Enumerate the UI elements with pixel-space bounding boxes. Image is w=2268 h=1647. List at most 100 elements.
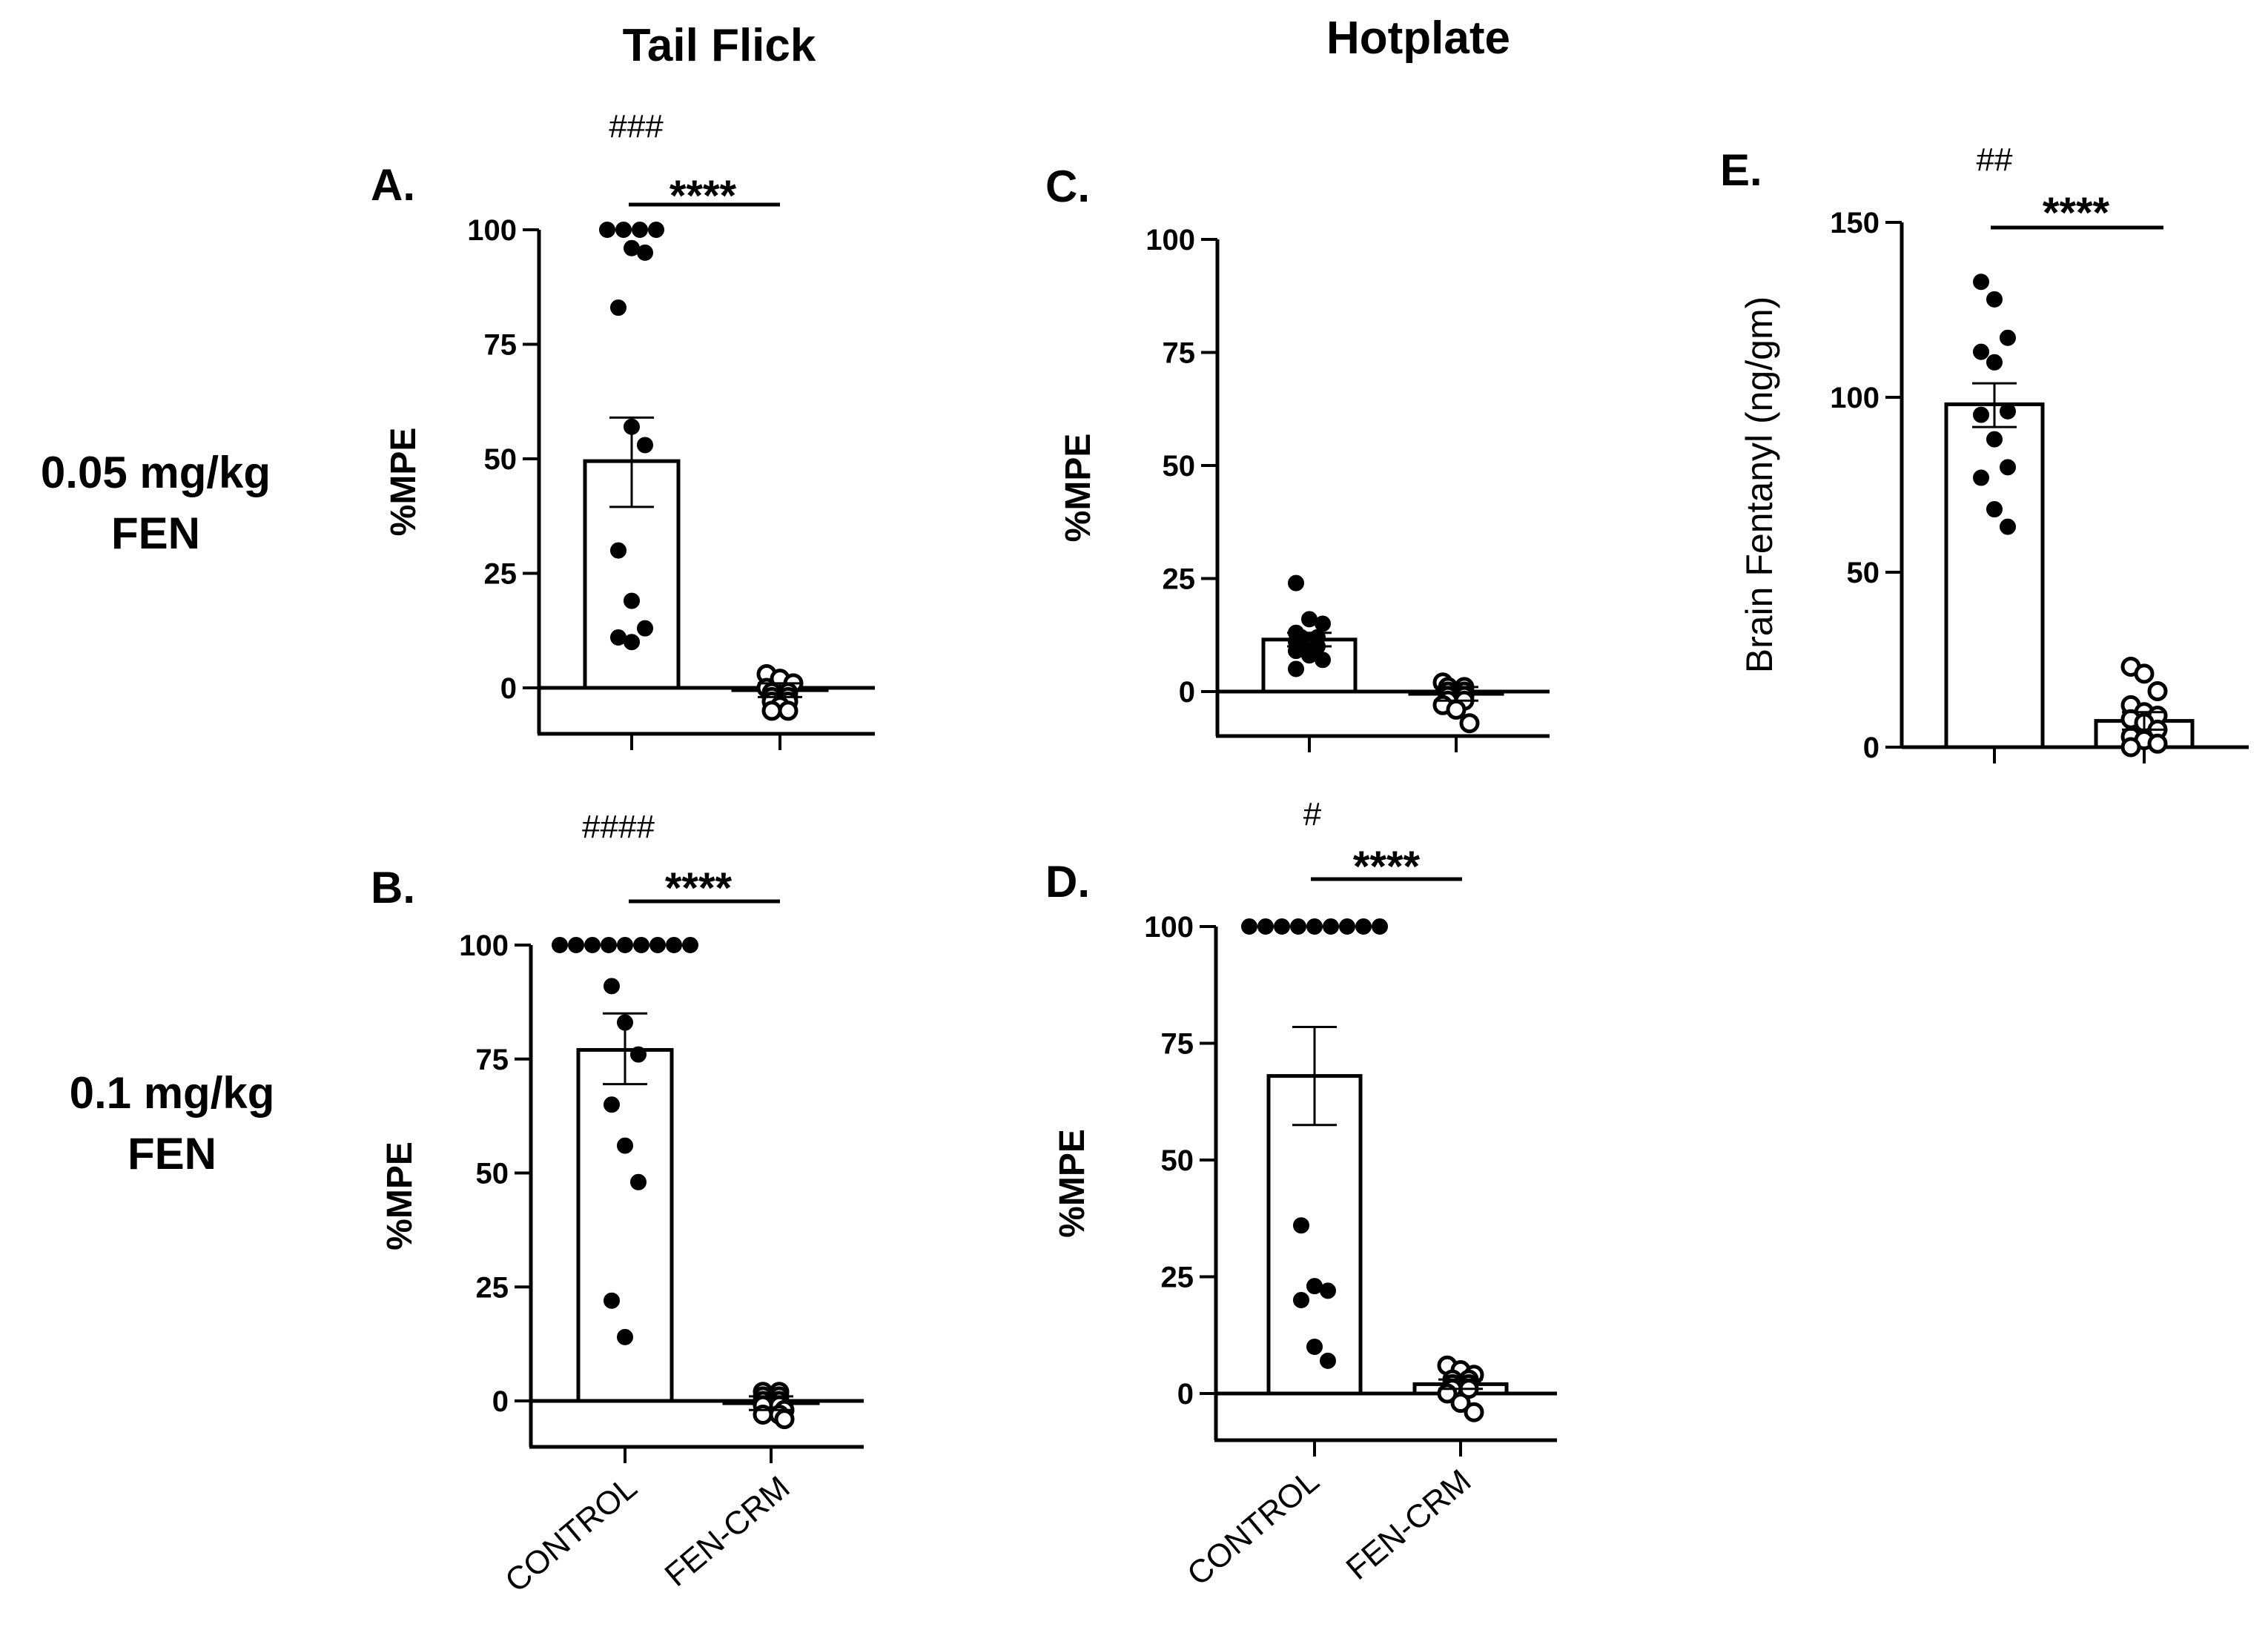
data-point-b-control (617, 1328, 633, 1345)
data-point-d-control (1320, 1352, 1336, 1369)
column-heading-tail-flick: Tail Flick (623, 20, 816, 71)
data-point-b-control (666, 937, 682, 953)
data-point-e-fen-crm (2147, 733, 2168, 754)
panel-letter-c: C. (1045, 162, 1090, 211)
y-tick-label-d-0: 0 (1177, 1378, 1194, 1411)
data-point-d-control (1241, 918, 1257, 935)
y-tick-label-e-0: 0 (1863, 732, 1879, 764)
panel-letter-e: E. (1720, 145, 1762, 195)
data-point-d-control (1323, 918, 1339, 935)
data-point-b-control (630, 1046, 647, 1063)
data-point-b-control (604, 978, 620, 995)
data-point-b-control (604, 1096, 620, 1113)
data-point-e-fen-crm (2134, 663, 2155, 684)
significance-hash-a: ### (609, 108, 664, 145)
panel-e: E. 0 50 100 150 Brain Fentanyl (ng/gm) **** ## (1720, 142, 2249, 764)
data-point-c-control (1301, 611, 1318, 628)
y-tick-label-c-50: 50 (1163, 450, 1196, 483)
data-point-b-control (584, 937, 601, 953)
data-point-c-control (1288, 660, 1304, 677)
data-point-e-control (2000, 329, 2016, 346)
y-tick-label-a-50: 50 (484, 443, 518, 476)
data-point-b-fen-crm (753, 1404, 773, 1425)
data-point-b-control (617, 937, 633, 953)
y-tick-label-a-100: 100 (467, 214, 517, 247)
y-tick-label-a-0: 0 (500, 672, 517, 705)
y-axis-label-c: %MPE (1059, 434, 1098, 543)
y-tick-label-d-50: 50 (1161, 1144, 1194, 1177)
data-point-e-control (1973, 469, 1989, 486)
data-point-e-control (2000, 402, 2016, 420)
data-point-c-control (1288, 574, 1304, 591)
x-category-control-right: CONTROL (1180, 1462, 1326, 1593)
column-heading-hotplate: Hotplate (1326, 13, 1510, 64)
data-point-a-control (624, 634, 640, 651)
y-tick-label-e-50: 50 (1847, 557, 1880, 589)
significance-stars-d: **** (1353, 843, 1421, 891)
data-point-b-control (649, 937, 666, 953)
y-axis-label-d: %MPE (1053, 1129, 1092, 1238)
y-axis-label-a: %MPE (384, 428, 423, 537)
y-tick-label-e-100: 100 (1830, 382, 1879, 414)
data-point-a-control (624, 592, 640, 609)
data-point-a-control (632, 222, 648, 238)
data-point-b-control (552, 937, 568, 953)
y-tick-label-d-75: 75 (1161, 1028, 1194, 1061)
panel-d: D. 0 25 50 75 100 %MPE **** # (1045, 796, 1557, 1457)
data-point-a-control (637, 437, 653, 454)
data-point-a-control (648, 222, 664, 238)
significance-stars-b: **** (665, 864, 733, 912)
data-point-e-control (2000, 518, 2016, 535)
data-point-a-control (624, 239, 640, 256)
data-point-d-fen-crm (1464, 1402, 1484, 1422)
row-label-low-dose-line2: FEN (111, 508, 200, 558)
panel-letter-a: A. (371, 160, 415, 210)
row-label-low-dose-line1: 0.05 mg/kg (41, 448, 271, 497)
data-point-a-control (610, 629, 626, 646)
data-point-b-control (601, 937, 617, 953)
data-point-b-control (630, 1173, 647, 1190)
data-point-d-control (1339, 918, 1355, 935)
y-axis-label-e: Brain Fentanyl (ng/gm) (1739, 296, 1780, 674)
x-category-control-left: CONTROL (498, 1469, 644, 1600)
significance-stars-e: **** (2043, 189, 2110, 237)
bar-b-control (576, 1047, 674, 1403)
data-point-d-control (1274, 918, 1290, 935)
significance-hash-b: #### (582, 809, 655, 845)
significance-hash-e: ## (1977, 142, 2013, 178)
panel-b: B. 0 25 50 75 100 %MPE **** #### (371, 809, 864, 1463)
y-tick-label-c-25: 25 (1163, 563, 1196, 596)
data-point-a-control (637, 620, 653, 637)
data-point-d-control (1257, 918, 1274, 935)
data-point-c-control (1315, 615, 1331, 632)
data-point-b-control (568, 937, 584, 953)
data-point-e-control (1973, 274, 1989, 291)
y-tick-label-b-25: 25 (476, 1271, 509, 1304)
y-tick-label-b-75: 75 (476, 1044, 509, 1076)
data-point-d-control (1290, 918, 1306, 935)
y-tick-label-c-0: 0 (1179, 676, 1195, 709)
data-point-b-fen-crm (774, 1409, 795, 1430)
data-point-b-control (682, 937, 698, 953)
y-tick-label-b-0: 0 (492, 1385, 509, 1418)
data-point-a-control (610, 299, 626, 317)
y-tick-label-b-50: 50 (476, 1158, 509, 1190)
data-point-c-fen-crm (1446, 699, 1467, 720)
data-point-e-control (1973, 343, 1989, 360)
data-point-e-control (1986, 354, 2003, 371)
data-point-e-control (1986, 501, 2003, 518)
y-tick-label-d-100: 100 (1144, 911, 1194, 944)
data-point-d-control (1306, 1339, 1323, 1355)
data-point-d-control (1320, 1282, 1336, 1299)
data-point-a-control (615, 222, 632, 238)
data-point-e-control (1986, 291, 2003, 308)
data-point-d-control (1372, 918, 1388, 935)
panel-letter-d: D. (1045, 857, 1090, 907)
x-category-fencrm-left: FEN-CRM (658, 1469, 797, 1594)
panel-a: A. 0 25 50 75 100 %MPE ****### (371, 108, 875, 750)
data-point-a-fen-crm (778, 700, 799, 721)
data-point-c-control (1315, 652, 1331, 669)
data-point-b-control (604, 1292, 620, 1309)
data-point-d-control (1293, 1292, 1309, 1308)
